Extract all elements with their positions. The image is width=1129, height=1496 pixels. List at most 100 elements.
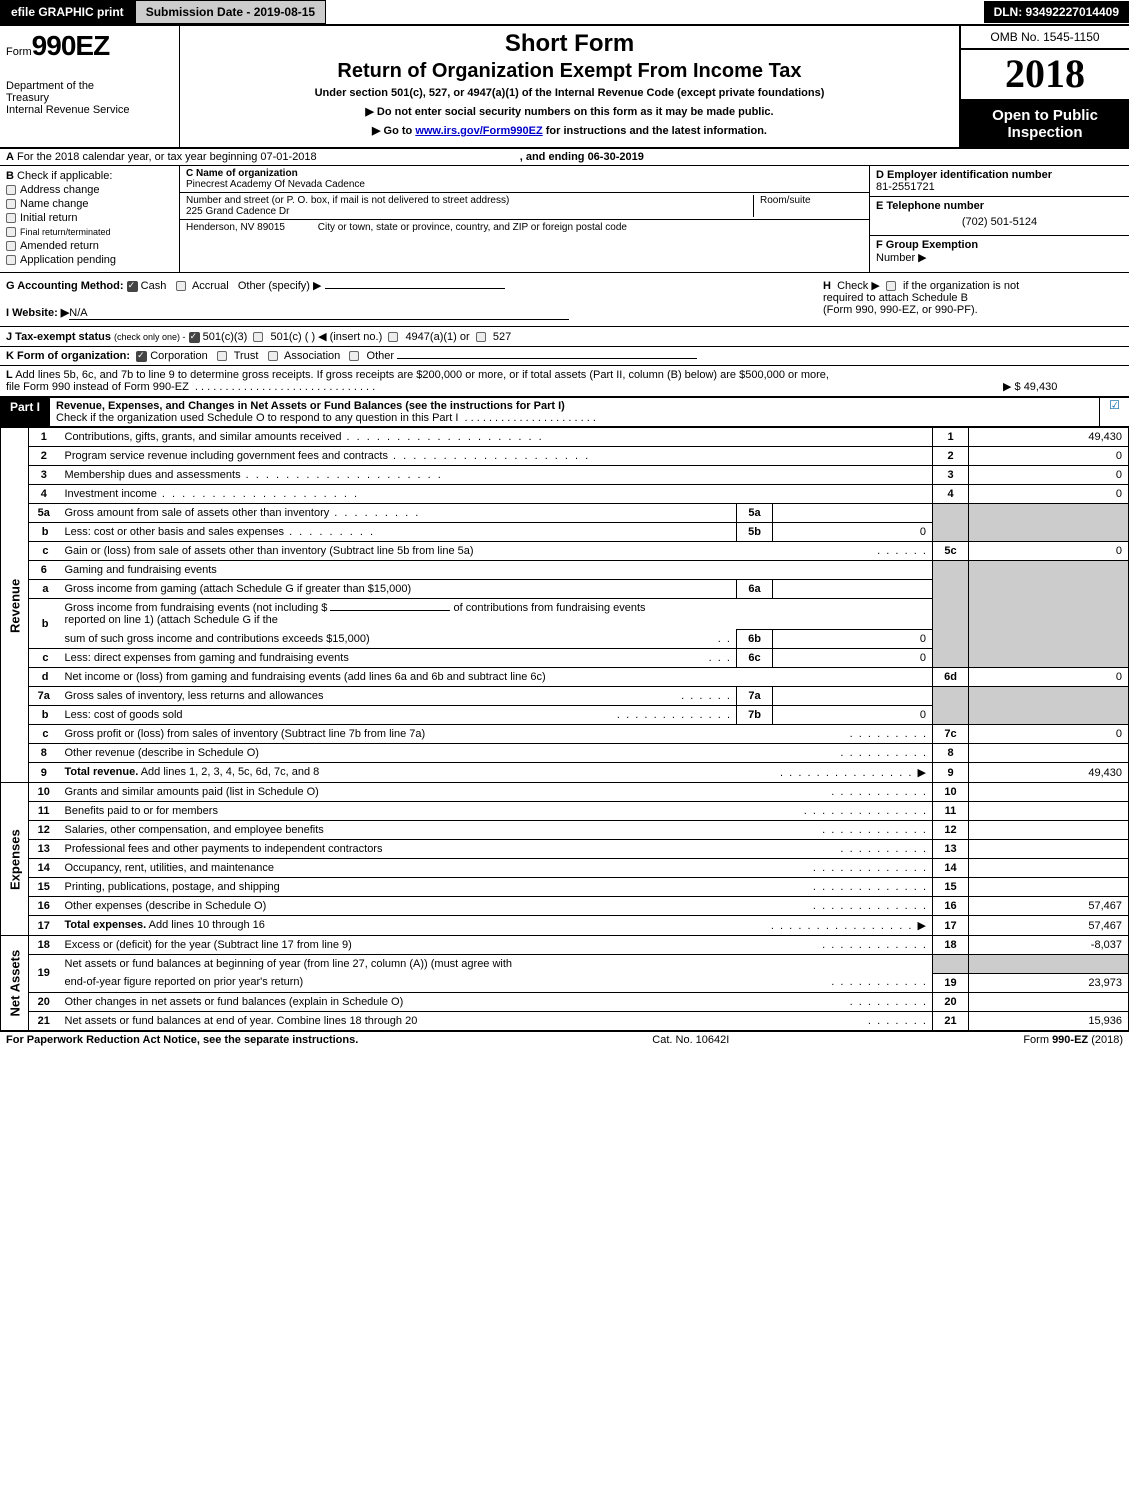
mid-num-5b: 5b xyxy=(737,523,773,542)
line-2-desc: Program service revenue including govern… xyxy=(65,450,388,462)
line-10-desc: Grants and similar amounts paid (list in… xyxy=(65,786,319,798)
table-row: 7a Gross sales of inventory, less return… xyxy=(1,687,1129,706)
line-num-12: 12 xyxy=(29,821,59,840)
right-val-9: 49,430 xyxy=(969,763,1129,783)
org-address: 225 Grand Cadence Dr xyxy=(186,206,753,217)
line-5b-desc: Less: cost or other basis and sales expe… xyxy=(65,526,285,538)
checkbox-final-return[interactable] xyxy=(6,227,16,237)
line-18-desc: Excess or (deficit) for the year (Subtra… xyxy=(65,939,352,951)
table-row: 8 Other revenue (describe in Schedule O)… xyxy=(1,744,1129,763)
checkbox-h[interactable] xyxy=(886,281,896,291)
efile-print-button[interactable]: efile GRAPHIC print xyxy=(0,0,135,24)
g-label: G Accounting Method: xyxy=(6,280,124,292)
table-row: Net Assets 18 Excess or (deficit) for th… xyxy=(1,936,1129,955)
line-1-desc: Contributions, gifts, grants, and simila… xyxy=(65,431,342,443)
table-row: 14 Occupancy, rent, utilities, and maint… xyxy=(1,859,1129,878)
checkbox-501c3[interactable] xyxy=(189,332,200,343)
mid-num-7b: 7b xyxy=(737,706,773,725)
k-other: Other xyxy=(367,350,395,362)
checkbox-4947[interactable] xyxy=(388,332,398,342)
line-6b-desc-2: of contributions from fundraising events xyxy=(454,602,646,614)
checkbox-501c[interactable] xyxy=(253,332,263,342)
l-amount: ▶ $ 49,430 xyxy=(1003,380,1123,393)
l-text-2: file Form 990 instead of Form 990-EZ xyxy=(6,381,189,393)
opt-address-change: Address change xyxy=(20,184,100,196)
right-val-19: 23,973 xyxy=(969,973,1129,992)
dept-line-3: Internal Revenue Service xyxy=(6,104,173,116)
table-row: 15 Printing, publications, postage, and … xyxy=(1,878,1129,897)
right-val-18: -8,037 xyxy=(969,936,1129,955)
mid-val-6c: 0 xyxy=(773,649,933,668)
right-val-2: 0 xyxy=(969,447,1129,466)
right-num-5c: 5c xyxy=(933,542,969,561)
line-num-14: 14 xyxy=(29,859,59,878)
line-num-17: 17 xyxy=(29,916,59,936)
table-row: 13 Professional fees and other payments … xyxy=(1,840,1129,859)
right-num-10: 10 xyxy=(933,783,969,802)
checkbox-association[interactable] xyxy=(268,351,278,361)
checkbox-address-change[interactable] xyxy=(6,185,16,195)
checkbox-527[interactable] xyxy=(476,332,486,342)
checkbox-name-change[interactable] xyxy=(6,199,16,209)
line-num-8: 8 xyxy=(29,744,59,763)
submission-date-label: Submission Date - 2019-08-15 xyxy=(135,0,326,24)
mid-val-5b: 0 xyxy=(773,523,933,542)
checkbox-cash[interactable] xyxy=(127,281,138,292)
checkbox-corporation[interactable] xyxy=(136,351,147,362)
right-num-18: 18 xyxy=(933,936,969,955)
row-j: J Tax-exempt status (check only one) - 5… xyxy=(0,327,1129,347)
table-row: 6 Gaming and fundraising events xyxy=(1,561,1129,580)
checkbox-application-pending[interactable] xyxy=(6,255,16,265)
line-num-11: 11 xyxy=(29,802,59,821)
dln-label: DLN: 93492227014409 xyxy=(984,1,1129,23)
table-row: 11 Benefits paid to or for members. . . … xyxy=(1,802,1129,821)
table-row: Expenses 10 Grants and similar amounts p… xyxy=(1,783,1129,802)
h-label: H xyxy=(823,280,831,292)
open-public-1: Open to Public xyxy=(965,107,1125,124)
right-val-20 xyxy=(969,992,1129,1011)
right-val-17: 57,467 xyxy=(969,916,1129,936)
l-label: L xyxy=(6,369,13,381)
label-b: B xyxy=(6,170,14,182)
right-val-1: 49,430 xyxy=(969,428,1129,447)
table-row: 20 Other changes in net assets or fund b… xyxy=(1,992,1129,1011)
f-label-2: Number ▶ xyxy=(876,252,927,264)
right-val-16: 57,467 xyxy=(969,897,1129,916)
checkbox-trust[interactable] xyxy=(217,351,227,361)
return-title: Return of Organization Exempt From Incom… xyxy=(186,60,953,83)
label-a: A xyxy=(6,151,14,163)
right-num-9: 9 xyxy=(933,763,969,783)
right-num-21: 21 xyxy=(933,1011,969,1030)
j-opt4: 527 xyxy=(493,331,511,343)
j-checkonly: (check only one) - xyxy=(114,332,186,342)
topbar: efile GRAPHIC print Submission Date - 20… xyxy=(0,0,1129,26)
org-name: Pinecrest Academy Of Nevada Cadence xyxy=(186,179,863,190)
checkbox-amended-return[interactable] xyxy=(6,241,16,251)
footer-right: Form 990-EZ (2018) xyxy=(1023,1034,1123,1046)
right-num-12: 12 xyxy=(933,821,969,840)
row-h: H Check ▶ if the organization is not req… xyxy=(823,279,1123,320)
line-num-16: 16 xyxy=(29,897,59,916)
right-val-13 xyxy=(969,840,1129,859)
dept-line-1: Department of the xyxy=(6,80,173,92)
checkbox-accrual[interactable] xyxy=(176,281,186,291)
line-7b-desc: Less: cost of goods sold xyxy=(65,709,183,721)
goto-suffix: for instructions and the latest informat… xyxy=(543,125,767,137)
table-row: 2 Program service revenue including gove… xyxy=(1,447,1129,466)
line-num-5a: 5a xyxy=(29,504,59,523)
c-label: C Name of organization xyxy=(186,168,863,179)
line-num-15: 15 xyxy=(29,878,59,897)
block-b-center: C Name of organization Pinecrest Academy… xyxy=(180,166,869,272)
checkbox-initial-return[interactable] xyxy=(6,213,16,223)
j-opt2: 501(c) ( ) ◀ (insert no.) xyxy=(270,331,382,343)
irs-link[interactable]: www.irs.gov/Form990EZ xyxy=(415,125,542,137)
table-row: c Gross profit or (loss) from sales of i… xyxy=(1,725,1129,744)
checkbox-other-org[interactable] xyxy=(349,351,359,361)
line-num-3: 3 xyxy=(29,466,59,485)
right-val-12 xyxy=(969,821,1129,840)
line-num-5b: b xyxy=(29,523,59,542)
footer-center: Cat. No. 10642I xyxy=(652,1034,729,1046)
j-label: J Tax-exempt status xyxy=(6,331,111,343)
j-opt1: 501(c)(3) xyxy=(203,331,248,343)
block-b-right: D Employer identification number 81-2551… xyxy=(869,166,1129,272)
